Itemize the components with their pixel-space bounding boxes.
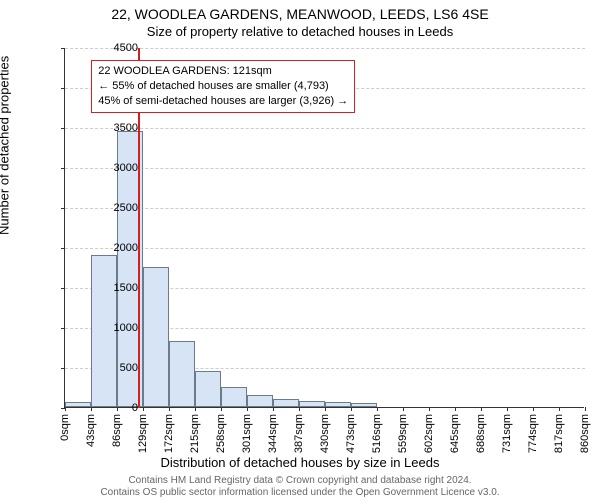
xtick-label: 129sqm	[137, 414, 149, 453]
ytick-label: 2500	[78, 202, 138, 214]
ytick-mark	[61, 208, 65, 209]
gridline	[65, 248, 585, 249]
xtick-mark	[377, 407, 378, 411]
ytick-label: 1500	[78, 282, 138, 294]
ytick-label: 4500	[78, 42, 138, 54]
ytick-mark	[61, 328, 65, 329]
xtick-mark	[559, 407, 560, 411]
annotation-line-1: 22 WOODLEA GARDENS: 121sqm	[98, 65, 272, 77]
annotation-box: 22 WOODLEA GARDENS: 121sqm ← 55% of detac…	[91, 60, 355, 113]
ytick-mark	[61, 88, 65, 89]
chart-title: 22, WOODLEA GARDENS, MEANWOOD, LEEDS, LS…	[0, 6, 600, 22]
xtick-label: 0sqm	[59, 414, 71, 441]
xtick-mark	[143, 407, 144, 411]
xtick-mark	[299, 407, 300, 411]
xtick-mark	[507, 407, 508, 411]
xtick-mark	[65, 407, 66, 411]
ytick-label: 3000	[78, 162, 138, 174]
xtick-mark	[533, 407, 534, 411]
xtick-mark	[403, 407, 404, 411]
xtick-label: 430sqm	[319, 414, 331, 453]
histogram-bar	[169, 341, 195, 407]
xtick-mark	[325, 407, 326, 411]
ytick-mark	[61, 48, 65, 49]
xtick-mark	[481, 407, 482, 411]
gridline	[65, 48, 585, 49]
histogram-bar	[299, 401, 325, 407]
ytick-label: 500	[78, 362, 138, 374]
xtick-label: 516sqm	[371, 414, 383, 453]
x-axis-label: Distribution of detached houses by size …	[0, 455, 600, 470]
xtick-label: 602sqm	[423, 414, 435, 453]
xtick-label: 774sqm	[527, 414, 539, 453]
xtick-mark	[247, 407, 248, 411]
xtick-label: 860sqm	[579, 414, 591, 453]
xtick-mark	[169, 407, 170, 411]
footer-copyright-2: Contains OS public sector information li…	[0, 487, 600, 498]
xtick-label: 258sqm	[215, 414, 227, 453]
xtick-mark	[351, 407, 352, 411]
histogram-bar	[143, 267, 169, 407]
y-axis-label: Number of detached properties	[0, 56, 12, 235]
histogram-bar	[247, 395, 273, 407]
annotation-line-2: ← 55% of detached houses are smaller (4,…	[98, 80, 329, 92]
annotation-line-3: 45% of semi-detached houses are larger (…	[98, 95, 348, 107]
gridline	[65, 168, 585, 169]
xtick-label: 215sqm	[189, 414, 201, 453]
histogram-bar	[221, 387, 247, 407]
gridline	[65, 208, 585, 209]
xtick-mark	[195, 407, 196, 411]
xtick-label: 301sqm	[241, 414, 253, 453]
xtick-label: 817sqm	[553, 414, 565, 453]
histogram-bar	[195, 371, 221, 407]
histogram-bar	[273, 399, 299, 407]
histogram-bar	[351, 403, 377, 407]
xtick-label: 731sqm	[501, 414, 513, 453]
xtick-label: 473sqm	[345, 414, 357, 453]
xtick-mark	[455, 407, 456, 411]
ytick-label: 1000	[78, 322, 138, 334]
footer-copyright-1: Contains HM Land Registry data © Crown c…	[0, 475, 600, 486]
xtick-mark	[273, 407, 274, 411]
xtick-label: 559sqm	[397, 414, 409, 453]
ytick-mark	[61, 168, 65, 169]
xtick-label: 43sqm	[85, 414, 97, 447]
xtick-label: 172sqm	[163, 414, 175, 453]
xtick-label: 344sqm	[267, 414, 279, 453]
xtick-label: 688sqm	[475, 414, 487, 453]
chart-subtitle: Size of property relative to detached ho…	[0, 24, 600, 39]
ytick-mark	[61, 128, 65, 129]
xtick-mark	[221, 407, 222, 411]
ytick-mark	[61, 368, 65, 369]
ytick-label: 3500	[78, 122, 138, 134]
xtick-label: 387sqm	[293, 414, 305, 453]
xtick-mark	[429, 407, 430, 411]
ytick-label: 2000	[78, 242, 138, 254]
xtick-label: 645sqm	[449, 414, 461, 453]
xtick-label: 86sqm	[111, 414, 123, 447]
ytick-mark	[61, 248, 65, 249]
histogram-bar	[325, 402, 351, 407]
gridline	[65, 128, 585, 129]
ytick-label: 0	[78, 402, 138, 414]
xtick-mark	[585, 407, 586, 411]
property-size-histogram: 22, WOODLEA GARDENS, MEANWOOD, LEEDS, LS…	[0, 0, 600, 500]
ytick-mark	[61, 288, 65, 289]
